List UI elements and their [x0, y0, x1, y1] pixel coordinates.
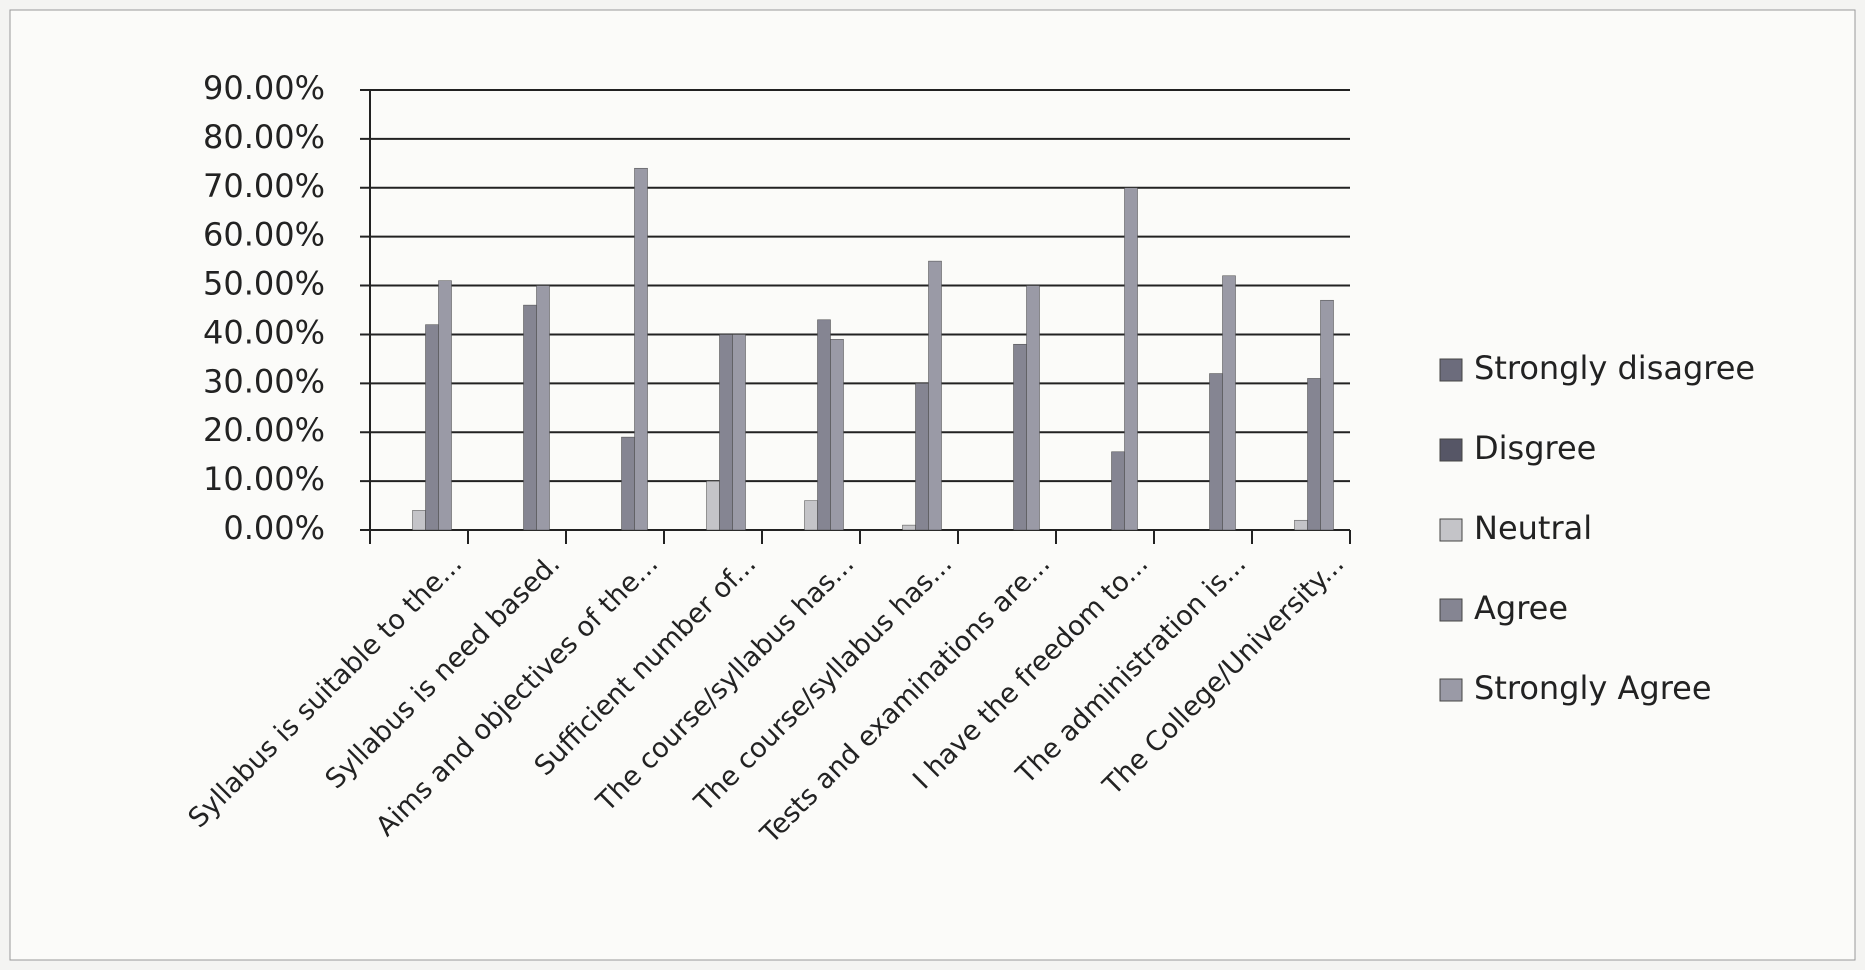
legend-label: Strongly disagree [1474, 349, 1755, 387]
legend-swatch [1439, 598, 1463, 622]
bar [1124, 187, 1138, 531]
bar [1320, 299, 1334, 531]
bar [732, 334, 746, 531]
legend-label: Strongly Agree [1474, 669, 1712, 707]
bar [438, 280, 452, 531]
bar [523, 304, 537, 531]
bar [830, 339, 844, 531]
bar [719, 334, 733, 531]
bar [804, 500, 818, 531]
bar [915, 383, 929, 531]
bar [928, 260, 942, 531]
bar [1026, 285, 1040, 531]
bar [1222, 275, 1236, 531]
bar [1111, 451, 1125, 531]
legend-swatch [1439, 358, 1463, 382]
legend-label: Disgree [1474, 429, 1596, 467]
y-tick-label: 40.00% [203, 313, 325, 351]
legend-label: Agree [1474, 589, 1568, 627]
bar [425, 324, 439, 531]
bar [634, 167, 648, 531]
y-tick-label: 90.00% [203, 69, 325, 107]
y-tick-label: 80.00% [203, 118, 325, 156]
bar [1294, 519, 1308, 531]
y-tick-label: 10.00% [203, 460, 325, 498]
y-tick-label: 20.00% [203, 411, 325, 449]
bar [412, 510, 426, 531]
legend-swatch [1439, 518, 1463, 542]
legend-swatch [1439, 678, 1463, 702]
bar [1013, 343, 1027, 531]
bar [621, 436, 635, 531]
y-tick-label: 60.00% [203, 216, 325, 254]
legend-label: Neutral [1474, 509, 1592, 547]
y-tick-label: 0.00% [223, 509, 325, 547]
bar [536, 285, 550, 531]
legend-swatch [1439, 438, 1463, 462]
bar [1209, 373, 1223, 531]
y-tick-label: 70.00% [203, 167, 325, 205]
y-tick-label: 30.00% [203, 362, 325, 400]
y-tick-label: 50.00% [203, 265, 325, 303]
bar [1307, 378, 1321, 531]
bar [706, 480, 720, 531]
bar [902, 524, 916, 531]
bar [817, 319, 831, 531]
